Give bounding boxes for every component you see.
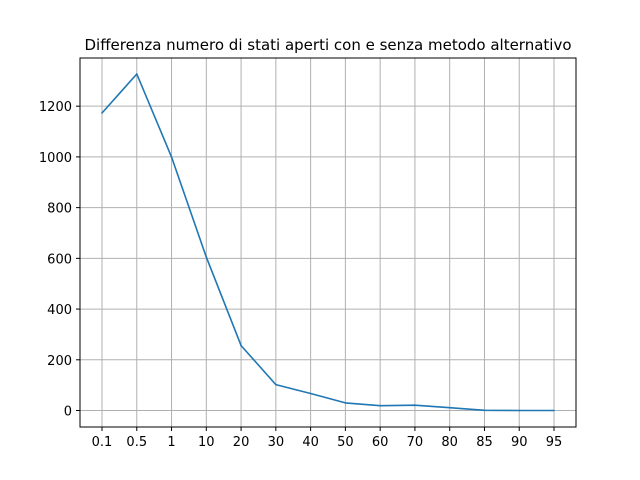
data-point	[101, 112, 103, 114]
data-point	[518, 409, 521, 412]
y-tick-label: 1200	[39, 100, 72, 115]
x-tick-label: 70	[407, 435, 424, 450]
x-tick-label: 60	[372, 435, 389, 450]
y-tick-label: 600	[47, 252, 72, 267]
x-tick-label: 95	[546, 435, 563, 450]
y-tick-label: 0	[64, 405, 72, 420]
data-point	[275, 383, 277, 386]
x-tick-label: 0.5	[126, 435, 147, 450]
data-point	[379, 404, 381, 407]
y-tick-label: 1000	[39, 151, 72, 166]
data-point	[240, 344, 242, 347]
x-axis: 0.1 0.5 1 10 20 30 40 50 60 70 80 85 90 95	[92, 427, 563, 450]
data-point	[448, 406, 451, 409]
x-tick-label: 30	[268, 435, 285, 450]
y-axis: 0 200 400 600 800 1000 1200	[39, 100, 80, 420]
x-tick-label: 10	[198, 435, 215, 450]
x-tick-label: 80	[441, 435, 458, 450]
x-tick-label: 20	[233, 435, 250, 450]
series-line	[101, 73, 554, 412]
x-tick-label: 85	[476, 435, 493, 450]
x-tick-label: 90	[511, 435, 528, 450]
data-point	[205, 256, 208, 258]
data-point	[483, 409, 486, 412]
plot-frame	[79, 57, 577, 428]
y-tick-label: 200	[47, 354, 72, 369]
data-point	[344, 402, 347, 404]
data-point	[414, 404, 416, 406]
data-point	[553, 409, 555, 412]
x-tick-label: 0.1	[92, 435, 113, 450]
data-point	[170, 156, 173, 158]
x-tick-label: 40	[302, 435, 319, 450]
series-layer	[101, 73, 555, 412]
grid-lines	[80, 58, 576, 427]
chart-title: Differenza numero di stati aperti con e …	[84, 36, 571, 54]
y-tick-label: 800	[47, 202, 72, 217]
data-point	[135, 73, 138, 75]
x-tick-label: 1	[167, 435, 175, 450]
x-tick-label: 50	[337, 435, 354, 450]
y-tick-label: 400	[47, 303, 72, 318]
data-point	[309, 392, 312, 395]
